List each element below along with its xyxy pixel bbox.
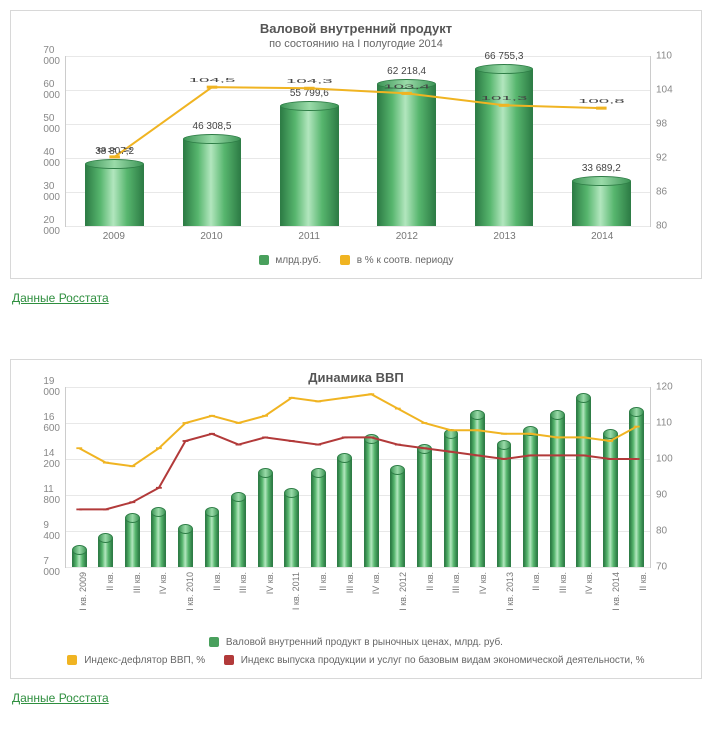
x-tick: II кв.	[531, 572, 541, 591]
x-tick: III кв.	[345, 572, 355, 593]
x-tick: II кв.	[318, 572, 328, 591]
y-left-label: 60 000	[43, 79, 66, 101]
legend-item-yellow: Индекс-дефлятор ВВП, %	[67, 652, 205, 670]
line-swatch	[67, 655, 77, 665]
y-left-label: 11 800	[43, 484, 66, 506]
chart1-subtitle: по состоянию на I полугодие 2014	[15, 38, 697, 50]
legend-item-red: Индекс выпуска продукции и услуг по базо…	[224, 652, 645, 670]
x-tick: 2012	[358, 227, 456, 242]
y-left-label: 30 000	[43, 181, 66, 203]
x-tick: I кв. 2010	[185, 572, 195, 611]
y-right-label: 110	[650, 51, 672, 62]
x-tick: I кв. 2013	[505, 572, 515, 611]
gdp-chart-panel: Валовой внутренний продукт по состоянию …	[10, 10, 702, 279]
y-left-label: 20 000	[43, 215, 66, 237]
x-tick: II кв.	[212, 572, 222, 591]
svg-text:100,8: 100,8	[578, 98, 625, 104]
y-right-label: 110	[650, 418, 672, 429]
legend-item-bars: Валовой внутренний продукт в рыночных це…	[209, 634, 503, 652]
y-left-label: 70 000	[43, 45, 66, 67]
chart2-legend: Валовой внутренний продукт в рыночных це…	[15, 624, 697, 678]
x-tick: 2011	[260, 227, 358, 242]
x-tick: II кв.	[105, 572, 115, 591]
legend-label: млрд.руб.	[275, 255, 321, 266]
legend-label: в % к соотв. периоду	[357, 255, 454, 266]
chart2-line-overlay	[66, 387, 650, 567]
chart1-line-overlay: 92,2 104,5 104,3 103,4 101,3 100,8	[66, 56, 650, 226]
x-tick: IV кв.	[265, 572, 275, 594]
chart1-plot: 20 0008030 0008640 0009250 0009860 00010…	[65, 56, 651, 227]
y-right-label: 98	[650, 119, 667, 130]
x-tick: III кв.	[238, 572, 248, 593]
y-left-label: 19 000	[43, 376, 66, 398]
svg-text:103,4: 103,4	[383, 84, 430, 90]
x-tick: 2010	[163, 227, 261, 242]
gdp-dynamics-panel: Динамика ВВП 7 000709 4008011 8009014 20…	[10, 359, 702, 679]
y-right-label: 90	[650, 490, 667, 501]
svg-text:92,2: 92,2	[96, 147, 132, 153]
legend-item-line: в % к соотв. периоду	[340, 252, 453, 270]
y-right-label: 70	[650, 562, 667, 573]
legend-label: Индекс выпуска продукции и услуг по базо…	[241, 655, 645, 666]
x-tick: IV кв.	[478, 572, 488, 594]
x-tick: III кв.	[558, 572, 568, 593]
y-right-label: 80	[650, 526, 667, 537]
x-tick: II кв.	[638, 572, 648, 591]
line-swatch	[340, 255, 350, 265]
svg-text:104,3: 104,3	[286, 78, 333, 84]
chart1-legend: млрд.руб. в % к соотв. периоду	[15, 242, 697, 278]
bar-swatch	[209, 637, 219, 647]
y-left-label: 40 000	[43, 147, 66, 169]
legend-label: Валовой внутренний продукт в рыночных це…	[226, 637, 503, 648]
chart2-x-axis: I кв. 2009 II кв. III кв. IV кв. I кв. 2010 I…	[65, 568, 651, 624]
x-tick: 2014	[553, 227, 651, 242]
x-tick: IV кв.	[158, 572, 168, 594]
y-right-label: 86	[650, 187, 667, 198]
y-right-label: 80	[650, 221, 667, 232]
x-tick: IV кв.	[371, 572, 381, 594]
y-right-label: 120	[650, 382, 673, 393]
chart2-plot: 7 000709 4008011 8009014 20010016 600110…	[65, 387, 651, 568]
y-right-label: 100	[650, 454, 673, 465]
x-tick: I кв. 2014	[611, 572, 621, 611]
x-tick: III кв.	[132, 572, 142, 593]
svg-text:104,5: 104,5	[189, 77, 236, 83]
chart1-title: Валовой внутренний продукт	[15, 21, 697, 36]
svg-text:101,3: 101,3	[481, 95, 528, 101]
legend-label: Индекс-дефлятор ВВП, %	[84, 655, 205, 666]
bar-swatch	[259, 255, 269, 265]
y-right-label: 92	[650, 153, 667, 164]
x-tick: IV кв.	[584, 572, 594, 594]
y-left-label: 7 000	[43, 556, 66, 578]
x-tick: I кв. 2009	[78, 572, 88, 611]
legend-item-bars: млрд.руб.	[259, 252, 322, 270]
source-link-2[interactable]: Данные Росстата	[12, 691, 109, 705]
y-left-label: 14 200	[43, 448, 66, 470]
y-left-label: 16 600	[43, 412, 66, 434]
line-swatch	[224, 655, 234, 665]
chart2-title: Динамика ВВП	[15, 370, 697, 385]
chart1-x-axis: 200920102011201220132014	[65, 227, 651, 242]
x-tick: 2013	[456, 227, 554, 242]
x-tick: I кв. 2011	[291, 572, 301, 610]
x-tick: II кв.	[425, 572, 435, 591]
y-right-label: 104	[650, 85, 673, 96]
source-link-1[interactable]: Данные Росстата	[12, 291, 109, 305]
y-left-label: 9 400	[43, 520, 66, 542]
x-tick: I кв. 2012	[398, 572, 408, 611]
x-tick: III кв.	[451, 572, 461, 593]
x-tick: 2009	[65, 227, 163, 242]
y-left-label: 50 000	[43, 113, 66, 135]
